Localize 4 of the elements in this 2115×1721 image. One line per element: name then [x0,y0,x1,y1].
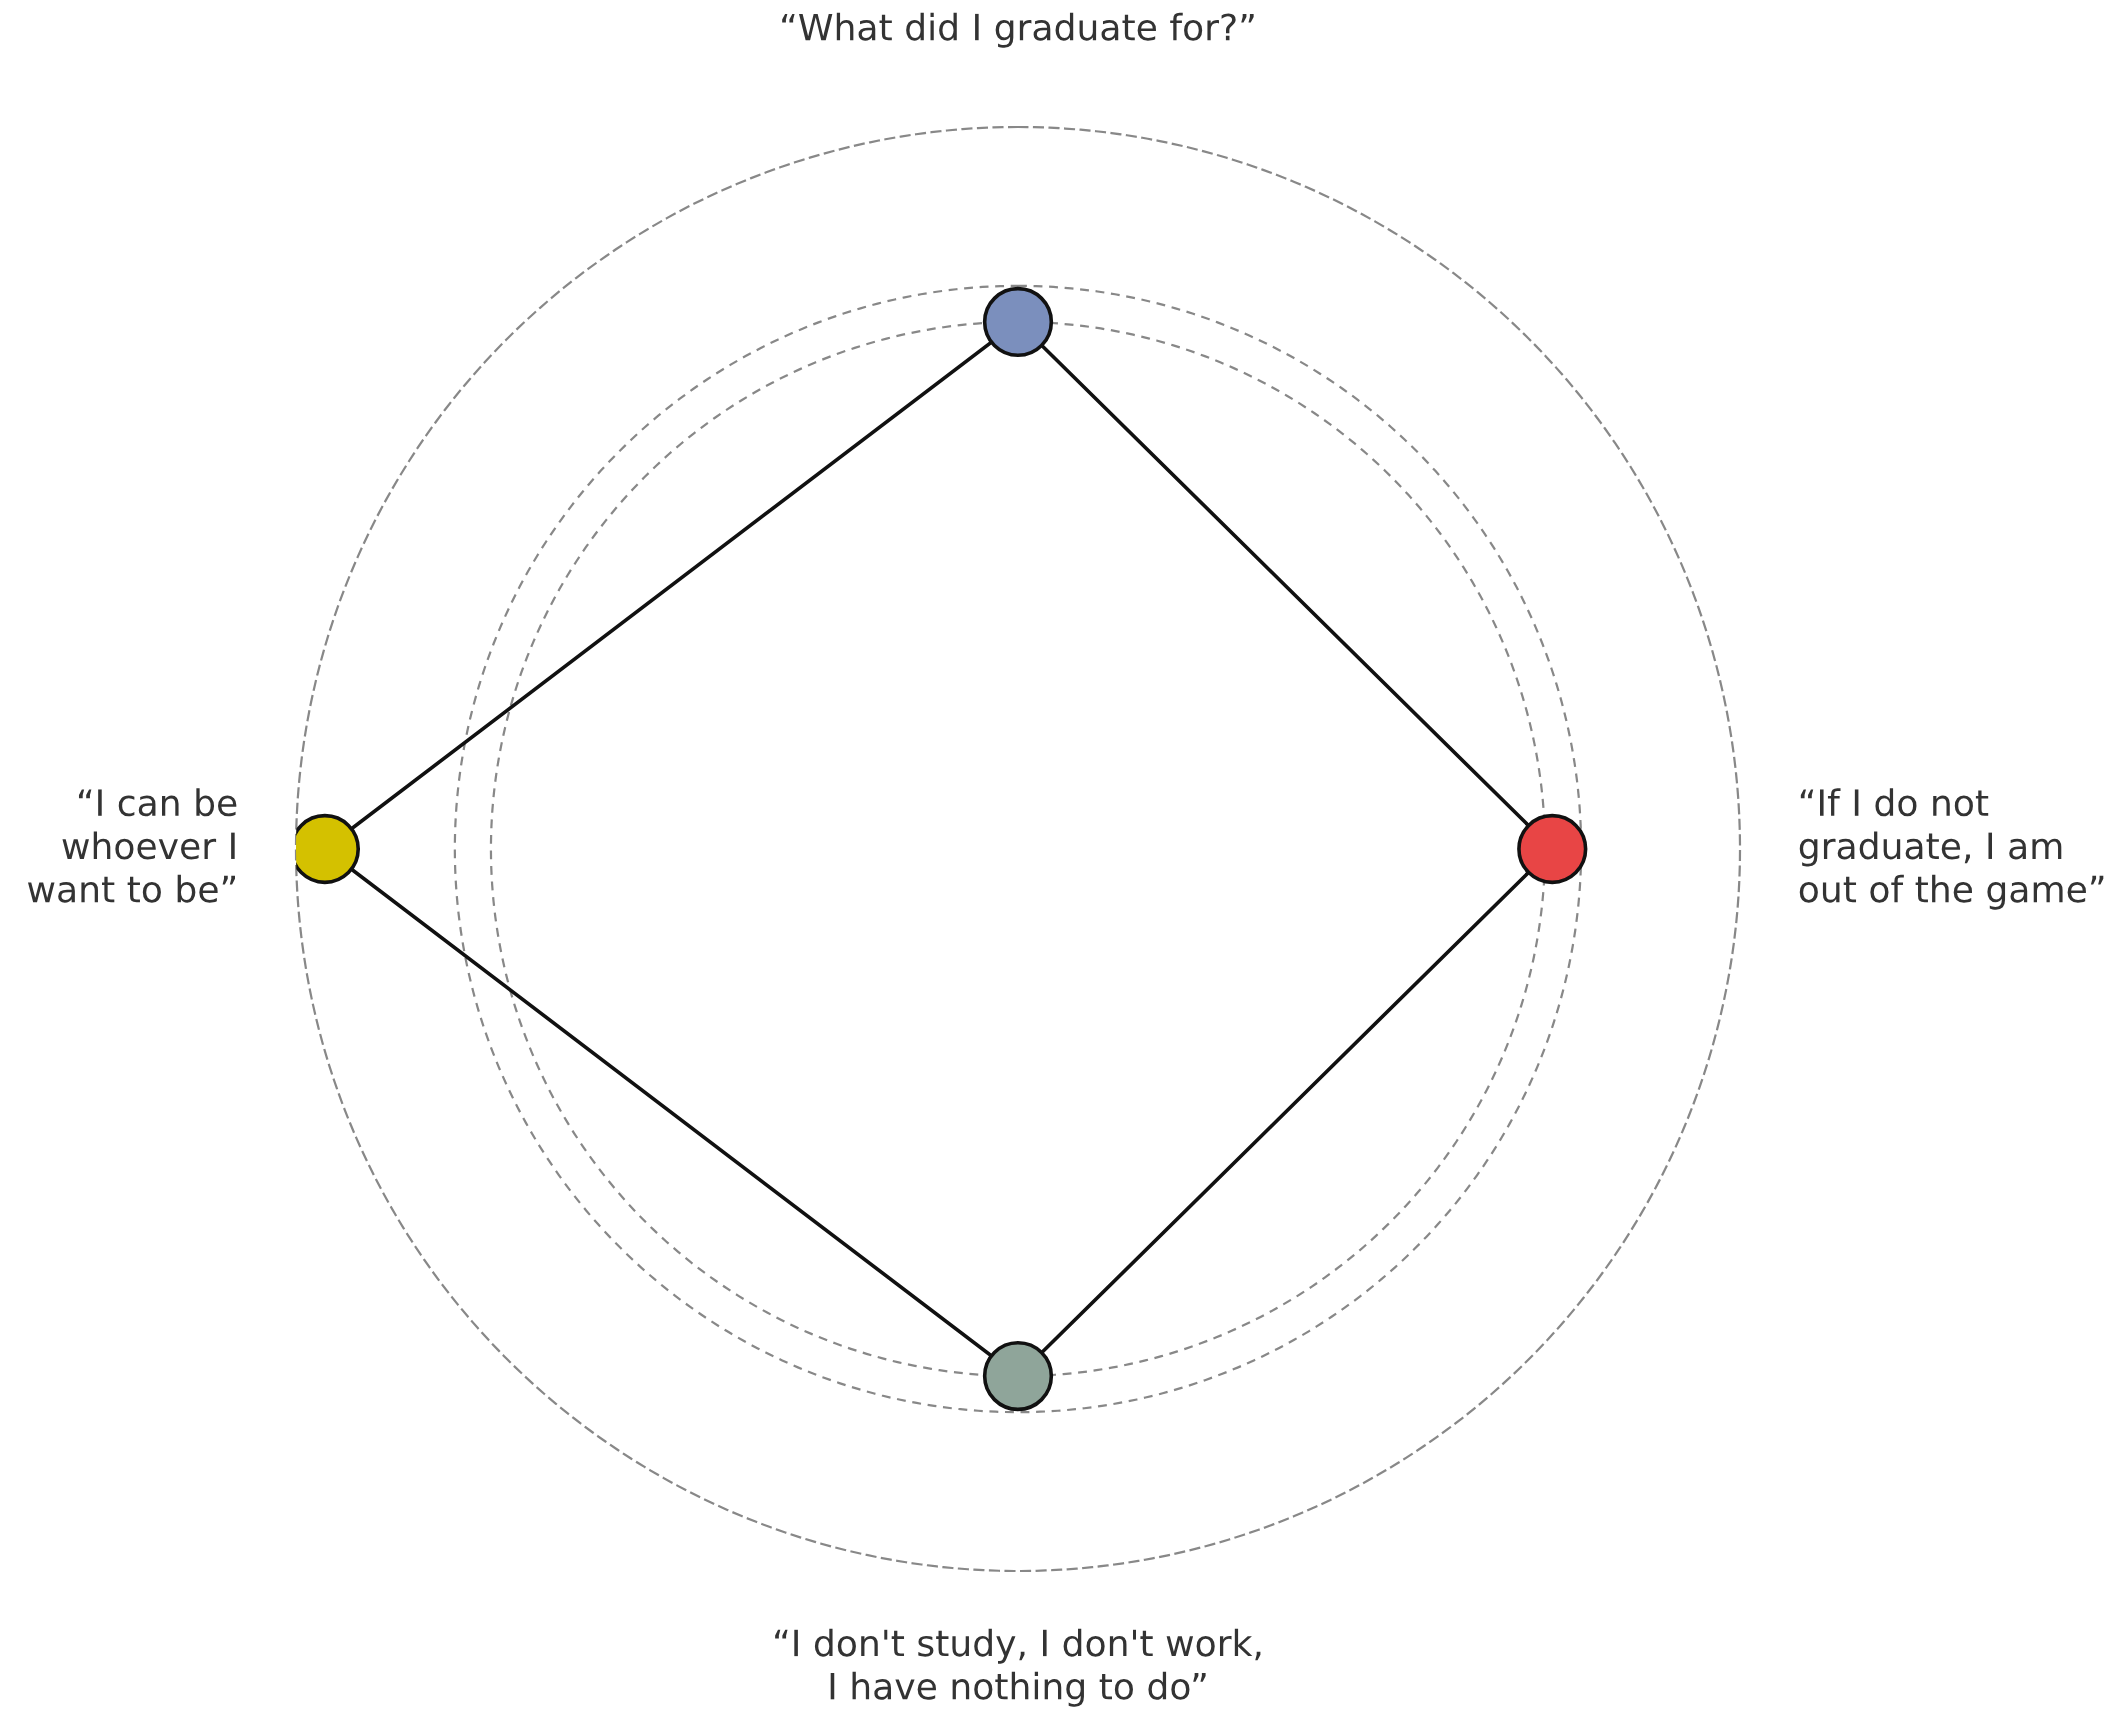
spoke-label: “If I do not graduate, I am out of the game” [1799,788,2104,910]
spoke-label: “What did I graduate for?” [782,12,1254,48]
spoke-label: “I don't study, I don't work, I have nothing to do” [775,1628,1261,1707]
spoke-label: “I can be whoever I want to be” [27,788,237,903]
